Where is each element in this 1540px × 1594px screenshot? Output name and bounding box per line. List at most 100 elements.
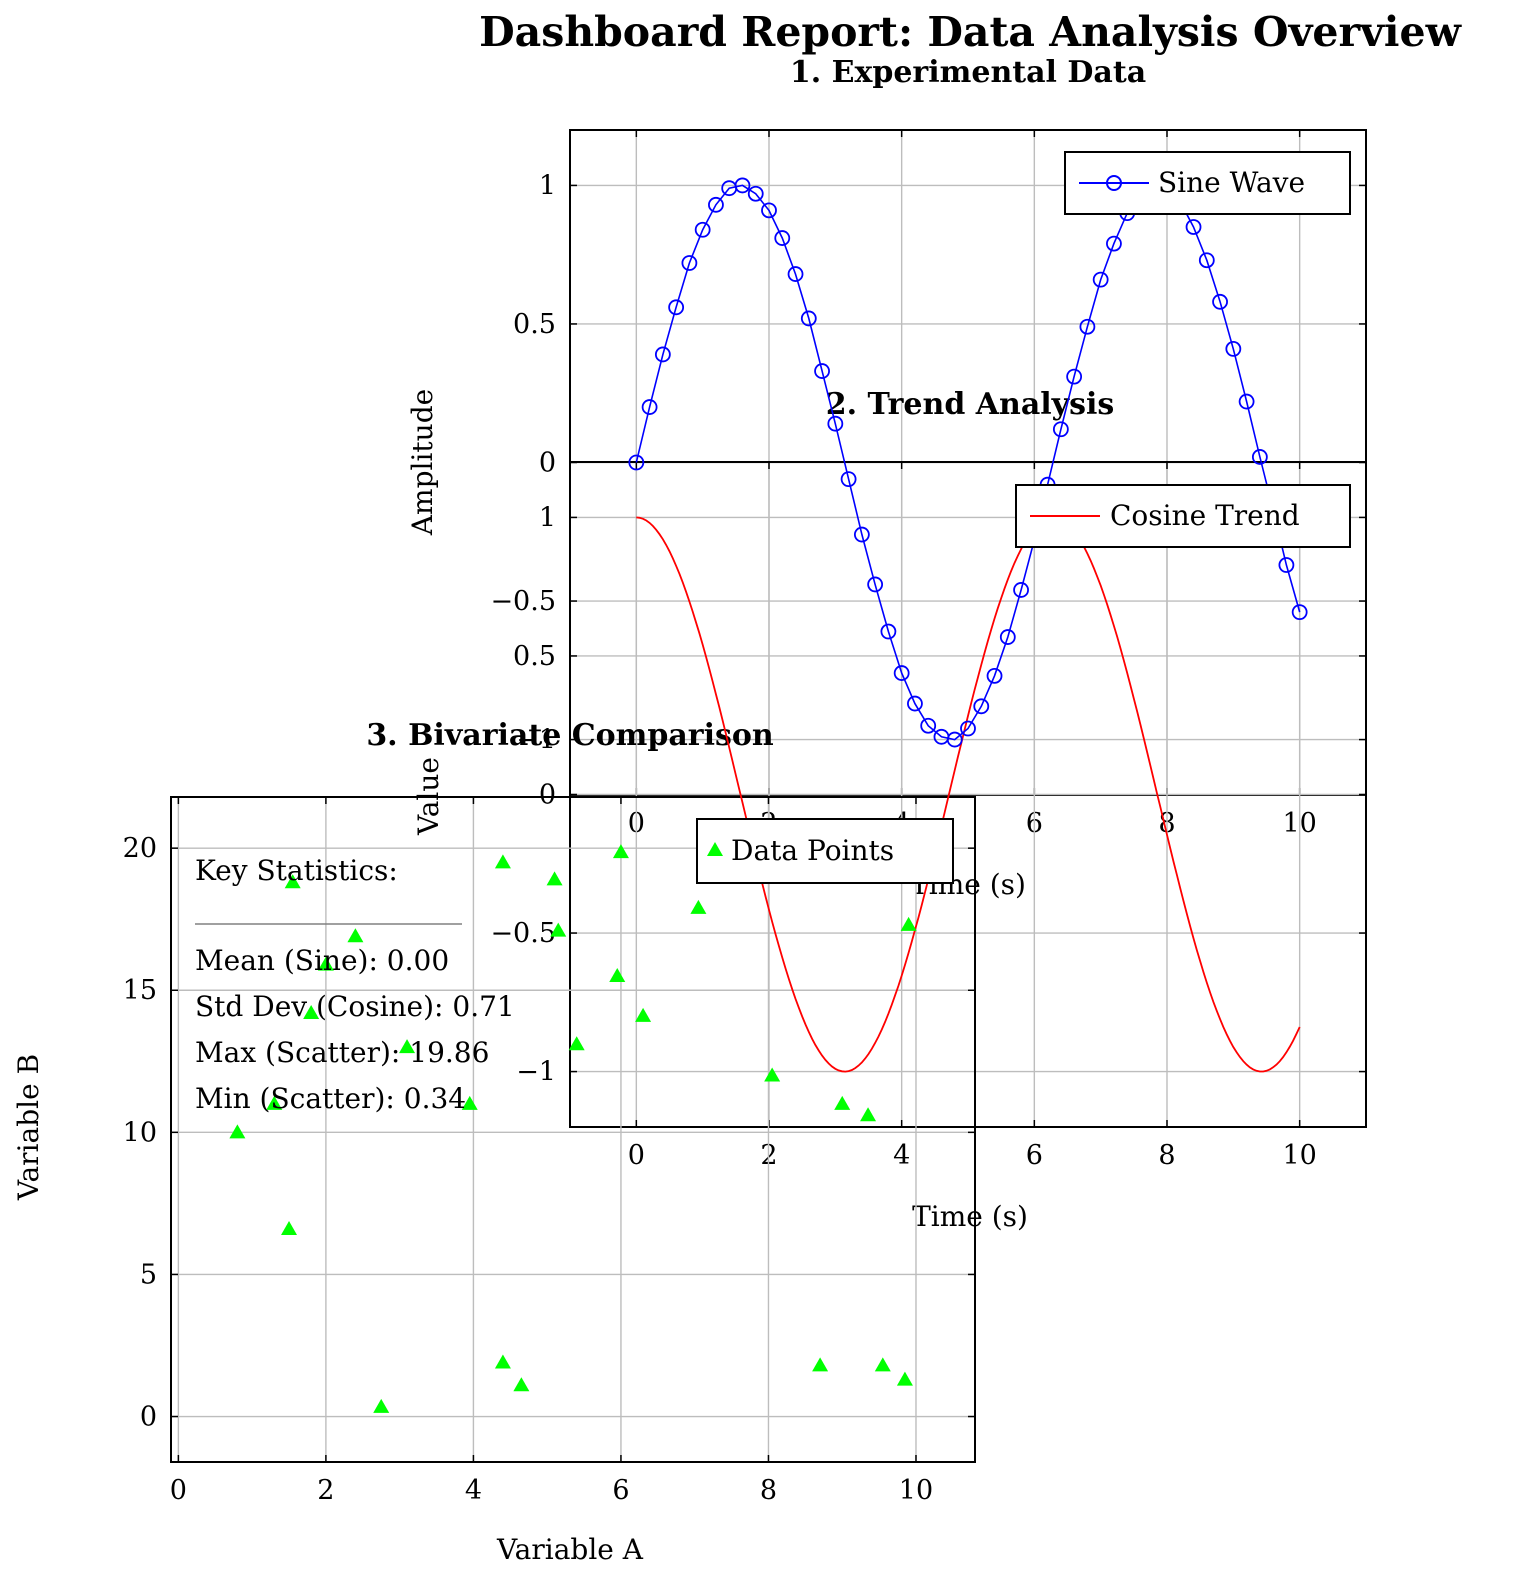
- sine-wave-marker: [1185, 219, 1202, 235]
- key-statistics: Key Statistics: Mean (Sine): 0.00 Std De…: [195, 854, 515, 1115]
- x-tick-label: 4: [893, 1140, 910, 1171]
- x-tick-label: 0: [170, 1475, 187, 1506]
- sine-wave-marker: [1212, 293, 1228, 310]
- data-point-marker: [612, 844, 629, 859]
- y-axis-label-bivariate: Variable B: [12, 1054, 45, 1201]
- data-point-marker: [461, 1095, 478, 1110]
- sine-wave-marker: [787, 266, 804, 282]
- sine-wave-marker: [999, 629, 1016, 645]
- sine-wave-marker: [641, 399, 658, 415]
- sine-wave-marker: [708, 196, 724, 213]
- x-tick-label: 10: [899, 1475, 933, 1506]
- sine-wave-marker: [853, 526, 870, 543]
- sine-wave-marker: [893, 665, 910, 681]
- sine-wave-marker: [1066, 368, 1083, 385]
- chart-title-experimental: 1. Experimental Data: [790, 55, 1146, 90]
- stats-heading: Key Statistics:: [195, 854, 398, 887]
- sine-wave-marker: [1013, 582, 1029, 598]
- data-point-marker: [812, 1357, 829, 1372]
- stats-std-cosine: Std Dev (Cosine): 0.71: [195, 990, 515, 1023]
- data-point-marker: [494, 854, 511, 869]
- y-tick-label: 10: [123, 1117, 157, 1148]
- y-tick-label: 1: [539, 170, 556, 201]
- x-tick-label: 10: [1282, 1140, 1316, 1171]
- legend-label-sine: Sine Wave: [1158, 166, 1305, 199]
- sine-wave-marker: [867, 576, 884, 593]
- legend-label-data-points: Data Points: [731, 834, 894, 867]
- y-tick-label: −1: [516, 1057, 556, 1088]
- sine-wave-marker: [986, 667, 1003, 684]
- x-tick-label: 8: [1158, 1140, 1175, 1171]
- sine-wave-marker: [814, 363, 830, 379]
- sine-wave-marker: [1278, 557, 1295, 573]
- sine-wave-marker: [840, 471, 857, 488]
- data-point-marker: [874, 1357, 891, 1372]
- x-tick-label: 2: [317, 1475, 334, 1506]
- data-point-marker: [373, 1398, 390, 1413]
- data-point-marker: [568, 1036, 585, 1051]
- data-point-marker: [281, 1220, 298, 1235]
- grid-bivariate: [171, 797, 975, 1462]
- stats-max-scatter: Max (Scatter): 19.86: [195, 1036, 489, 1069]
- data-point-marker: [764, 1067, 781, 1082]
- sine-wave-marker: [973, 698, 990, 715]
- grid-trend: [570, 462, 1366, 1127]
- sine-wave-marker: [734, 177, 751, 194]
- y-tick-label: 15: [123, 975, 157, 1006]
- data-point-marker: [609, 968, 626, 983]
- x-tick-label: 8: [760, 1475, 777, 1506]
- sine-wave-marker: [628, 454, 645, 471]
- y-tick-label: 5: [140, 1259, 157, 1290]
- stats-mean-sine: Mean (Sine): 0.00: [195, 944, 449, 977]
- chart-title-bivariate: 3. Bivariate Comparison: [366, 718, 774, 753]
- sine-wave-marker: [694, 221, 711, 238]
- data-point-marker: [860, 1107, 877, 1122]
- page-title: Dashboard Report: Data Analysis Overview: [479, 8, 1462, 56]
- y-tick-label: 0.5: [513, 641, 556, 672]
- sine-wave-marker: [960, 720, 976, 737]
- legend-trend: Cosine Trend: [1015, 484, 1351, 548]
- ticks-bivariate: 0 2 4 6 8 10 0 5 10 15 20: [123, 797, 975, 1506]
- sine-wave-marker: [827, 415, 844, 432]
- y-tick-label: 20: [123, 833, 157, 864]
- data-point-marker: [494, 1354, 511, 1369]
- series-data-points: [229, 844, 917, 1413]
- sine-wave-marker: [880, 623, 897, 640]
- data-point-marker: [399, 1039, 416, 1054]
- data-point-marker: [900, 916, 917, 931]
- data-point-marker: [690, 899, 707, 914]
- plot-frame-trend: [569, 461, 1367, 1128]
- data-point-marker: [546, 871, 563, 886]
- data-point-marker: [550, 922, 567, 937]
- y-tick-label: 0: [539, 780, 556, 811]
- data-point-marker: [513, 1377, 530, 1392]
- sine-wave-marker: [907, 695, 923, 712]
- sine-wave-marker: [800, 310, 817, 327]
- x-tick-label: 6: [1026, 1140, 1043, 1171]
- sine-wave-marker: [920, 717, 937, 734]
- x-tick-label: 4: [465, 1475, 482, 1506]
- sine-wave-marker: [1238, 393, 1255, 410]
- data-point-marker: [284, 874, 301, 889]
- x-tick-label: 6: [612, 1475, 629, 1506]
- plot-frame-bivariate: [170, 796, 976, 1463]
- sine-wave-marker: [1291, 604, 1308, 621]
- data-point-marker: [229, 1124, 246, 1139]
- sine-wave-marker: [1198, 252, 1215, 269]
- stats-min-scatter: Min (Scatter): 0.34: [195, 1082, 466, 1115]
- legend-experimental: Sine Wave: [1064, 151, 1351, 215]
- sine-wave-marker: [747, 185, 764, 202]
- sine-wave-marker: [1092, 271, 1109, 288]
- legend-swatch-data-points: [707, 842, 723, 856]
- sine-wave-marker: [774, 230, 791, 246]
- data-point-marker: [896, 1371, 913, 1386]
- sine-wave-marker: [946, 731, 963, 748]
- sine-wave-marker: [1251, 449, 1268, 465]
- data-point-marker: [317, 956, 334, 971]
- x-tick-label: 0: [628, 1140, 645, 1171]
- x-axis-label-trend: Time (s): [912, 1200, 1028, 1233]
- sine-wave-marker: [1106, 235, 1122, 252]
- chart-title-trend: 2. Trend Analysis: [826, 387, 1115, 422]
